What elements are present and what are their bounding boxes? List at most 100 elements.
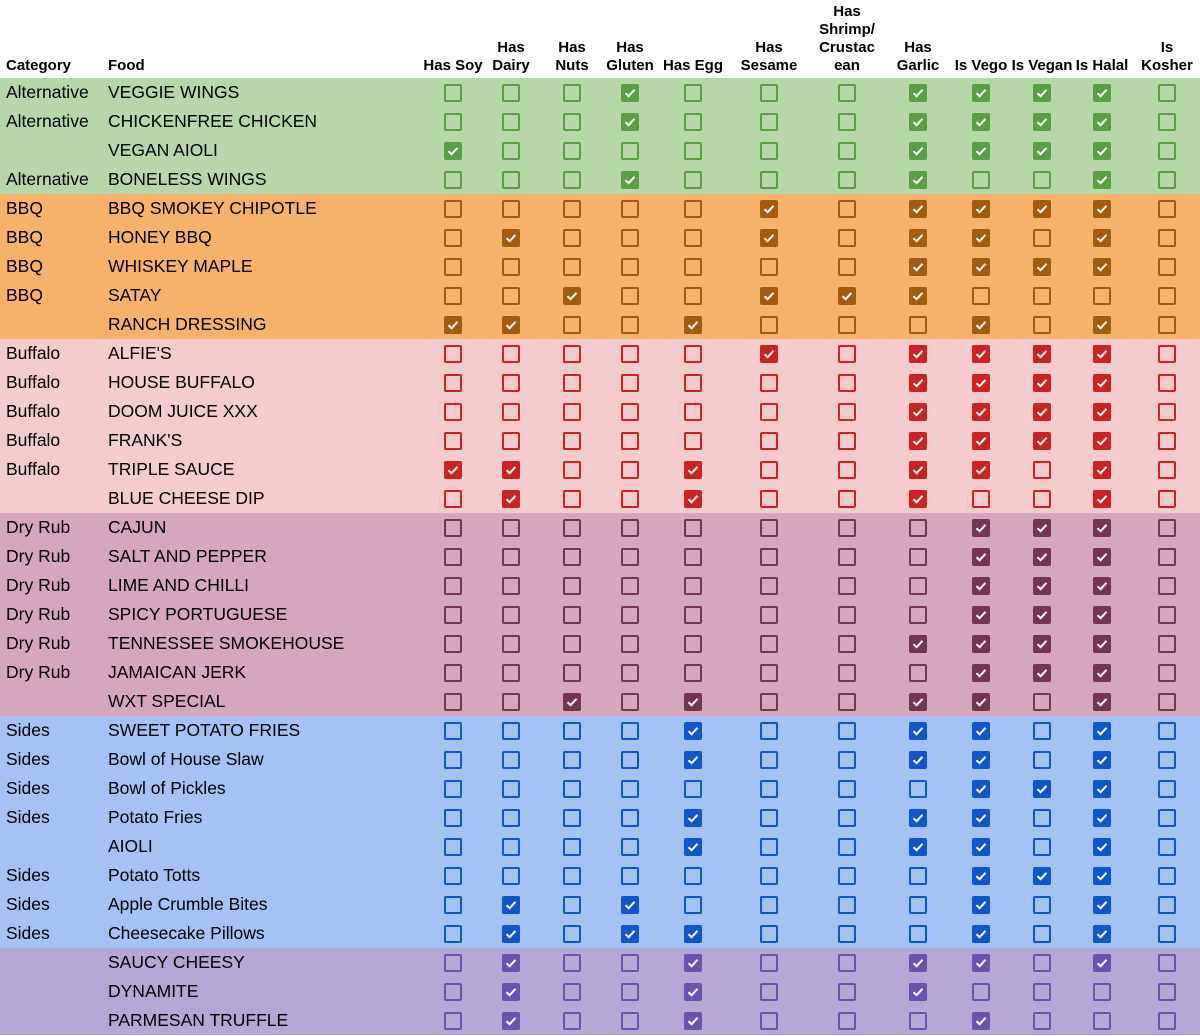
checkbox [1093,316,1111,334]
checkbox [1158,606,1176,624]
checkbox [684,548,702,566]
checkbox [1033,606,1051,624]
checkbox [502,287,520,305]
food-cell: JAMAICAN JERK [108,662,247,682]
checkbox [563,84,581,102]
checkbox [1158,809,1176,827]
checkbox [838,925,856,943]
checkbox [909,896,927,914]
checkbox [684,896,702,914]
food-cell: Potato Totts [108,865,201,885]
table-row: PARMESAN TRUFFLE [0,1006,1200,1035]
food-cell: Cheesecake Pillows [108,923,265,943]
checkbox [444,983,462,1001]
checkbox [909,577,927,595]
checkbox [972,432,990,450]
checkbox [1033,374,1051,392]
food-cell: BBQ SMOKEY CHIPOTLE [108,198,317,218]
checkbox [760,258,778,276]
checkbox [1093,519,1111,537]
food-cell: BONELESS WINGS [108,169,267,189]
checkbox [1033,838,1051,856]
checkbox [621,606,639,624]
checkbox [760,113,778,131]
checkbox [972,867,990,885]
checkbox [502,461,520,479]
table-row: Dry Rub CAJUN [0,513,1200,542]
checkbox [502,432,520,450]
checkbox [760,925,778,943]
table-row: Dry Rub SALT AND PEPPER [0,542,1200,571]
table-row: RANCH DRESSING [0,310,1200,339]
checkbox [1093,403,1111,421]
checkbox [1093,490,1111,508]
checkbox [563,635,581,653]
checkbox [909,519,927,537]
checkbox [1158,867,1176,885]
checkbox [909,432,927,450]
checkbox [1033,142,1051,160]
checkbox [444,519,462,537]
checkbox [972,113,990,131]
checkbox [1093,287,1111,305]
checkbox [444,171,462,189]
category-cell: Buffalo [6,343,61,363]
checkbox [684,490,702,508]
checkbox [838,258,856,276]
category-cell: Buffalo [6,459,61,479]
checkbox [563,548,581,566]
column-header: Is Vegan [1011,57,1073,74]
checkbox [760,287,778,305]
checkbox [563,809,581,827]
checkbox [444,490,462,508]
checkbox [684,258,702,276]
category-cell: Dry Rub [6,575,71,595]
checkbox [621,345,639,363]
column-header: Has Nuts [555,39,589,74]
category-cell: Dry Rub [6,517,71,537]
checkbox [1033,780,1051,798]
checkbox [909,171,927,189]
checkbox [502,113,520,131]
table-row: Alternative VEGGIE WINGS [0,78,1200,107]
checkbox [972,954,990,972]
checkbox [684,1012,702,1030]
checkbox [502,403,520,421]
checkbox [444,229,462,247]
checkbox [502,693,520,711]
checkbox [502,577,520,595]
table-row: Buffalo HOUSE BUFFALO [0,368,1200,397]
checkbox [563,229,581,247]
checkbox [909,664,927,682]
table-row: BBQ BBQ SMOKEY CHIPOTLE [0,194,1200,223]
checkbox [1033,867,1051,885]
checkbox [444,374,462,392]
checkbox [760,229,778,247]
checkbox [909,374,927,392]
checkbox [838,838,856,856]
checkbox [444,316,462,334]
checkbox [1093,809,1111,827]
checkbox [444,635,462,653]
checkbox [909,635,927,653]
checkbox [1158,200,1176,218]
checkbox [1093,867,1111,885]
checkbox [1158,374,1176,392]
checkbox [502,171,520,189]
header-category: Category [6,57,72,74]
checkbox [1093,896,1111,914]
checkbox [1158,258,1176,276]
table-row: Sides SWEET POTATO FRIES [0,716,1200,745]
checkbox [760,490,778,508]
checkbox [1093,983,1111,1001]
checkbox [502,838,520,856]
table-row: Buffalo DOOM JUICE XXX [0,397,1200,426]
checkbox [1093,200,1111,218]
checkbox [444,287,462,305]
checkbox [838,200,856,218]
checkbox [760,461,778,479]
checkbox [502,635,520,653]
food-cell: SAUCY CHEESY [108,952,245,972]
checkbox [1158,693,1176,711]
